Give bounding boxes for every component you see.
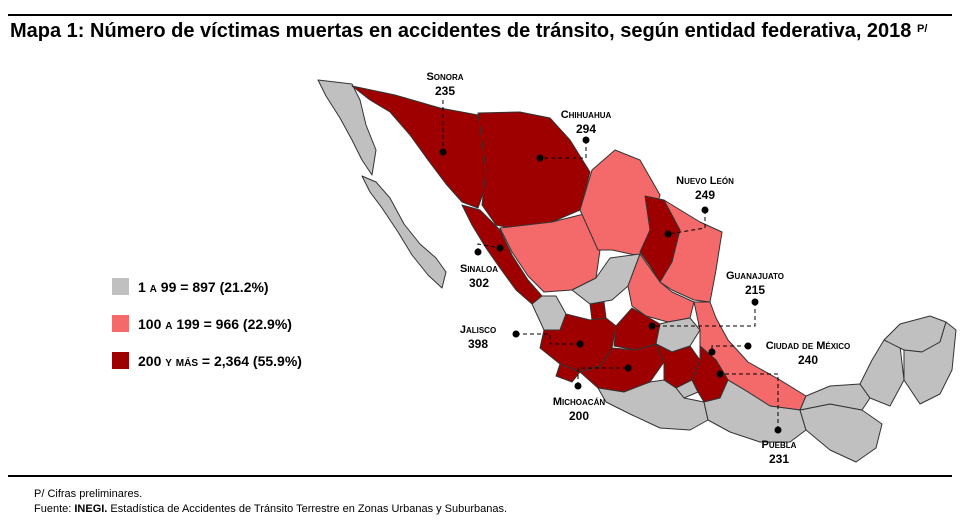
state-aguascalientes [589,301,607,321]
leader-michoacan [577,367,628,386]
leader-jalisco [516,333,580,345]
top-rule [8,14,952,16]
dot-chihuahua [582,136,590,144]
footer: P/ Cifras preliminares. Fuente: INEGI. E… [34,487,507,517]
dot-cdmx [744,342,752,350]
state-chiapas [799,403,883,463]
label-cdmx-value: 240 [798,353,818,367]
leader-puebla [720,373,779,430]
label-jalisco-value: 398 [468,337,488,351]
label-puebla-value: 231 [769,452,789,466]
leader-guanajuato [652,302,756,327]
dot-nuevo-leon-state [664,230,672,238]
legend-item-high: 200 y más = 2,364 (55.9%) [112,352,302,369]
dot-sonora [439,148,447,156]
dot-jalisco-state [576,340,584,348]
dot-sinaloa-state [496,244,504,252]
state-quintana-roo [903,321,957,405]
bottom-rule [8,475,952,477]
state-chihuahua [477,111,591,231]
state-tamaulipas [659,199,723,303]
mexico-map: Sonora 235 Chihuahua 294 Nuevo León 249 … [317,71,957,466]
label-puebla-name: Puebla [762,439,797,451]
map-title: Mapa 1: Número de víctimas muertas en ac… [10,20,928,42]
dot-sinaloa [474,248,482,256]
label-sinaloa-value: 302 [469,276,489,290]
dot-guanajuato [751,298,759,306]
label-michoacan-name: Michoacán [553,396,605,408]
leader-chihuahua [540,140,587,159]
label-chihuahua-value: 294 [576,122,596,136]
leader-nuevo-leon [667,210,706,235]
dot-nuevo-leon [701,206,709,214]
dot-puebla [774,426,782,434]
legend-swatch-mid [112,315,129,332]
legend-swatch-low [112,278,129,295]
legend-label-low: 1 a 99 = 897 (21.2%) [138,278,269,295]
legend-label-mid: 100 a 199 = 966 (22.9%) [138,315,292,332]
label-guanajuato-name: Guanajuato [726,270,784,282]
legend-item-mid: 100 a 199 = 966 (22.9%) [112,315,292,332]
label-sinaloa-name: Sinaloa [460,263,498,275]
state-tabasco [799,383,871,411]
dot-puebla-state [716,370,724,378]
state-campeche [859,339,905,407]
dot-guanajuato-state [648,322,656,330]
label-michoacan-value: 200 [569,409,589,423]
state-baja-california [317,79,377,176]
dot-chihuahua-state [536,154,544,162]
label-guanajuato-value: 215 [745,283,765,297]
label-jalisco-name: Jalisco [460,324,496,336]
footer-source: Fuente: INEGI. Estadística de Accidentes… [34,503,508,515]
label-chihuahua-name: Chihuahua [561,109,612,121]
dot-jalisco [512,330,520,338]
dot-michoacan-state [624,364,632,372]
label-cdmx-name: Ciudad de México [766,340,851,352]
label-sonora-name: Sonora [426,71,463,83]
state-colima [555,363,581,383]
state-sonora [351,85,489,209]
state-baja-california-sur [361,175,447,289]
dot-michoacan [574,382,582,390]
label-sonora-value: 235 [435,84,455,98]
label-nuevo-leon-name: Nuevo León [676,175,734,187]
leader-cdmx [711,345,748,352]
dot-cdmx-state [708,348,716,356]
legend-label-high: 200 y más = 2,364 (55.9%) [138,352,302,369]
label-nuevo-leon-value: 249 [695,188,715,202]
legend-item-low: 1 a 99 = 897 (21.2%) [112,278,269,295]
legend-swatch-high [112,352,129,369]
preliminary-mark: P/ [917,23,928,35]
footer-note: P/ Cifras preliminares. [34,488,143,500]
state-nayarit [531,295,567,331]
